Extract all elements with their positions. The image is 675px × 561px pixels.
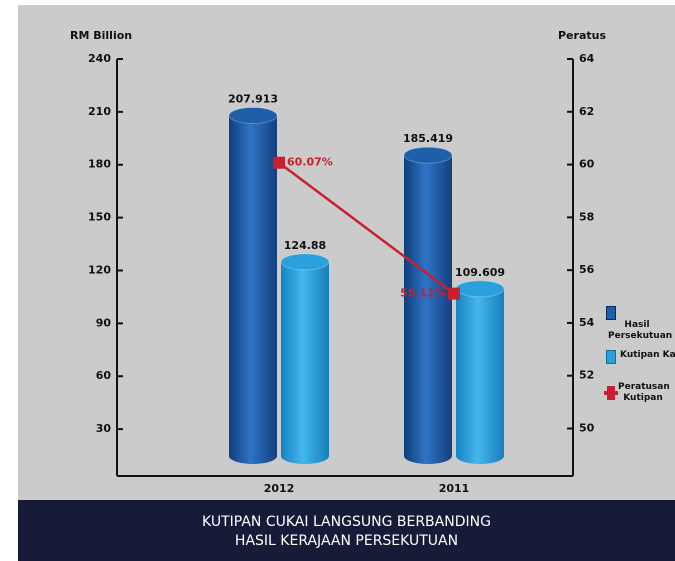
bar-top xyxy=(403,146,453,164)
legend-label: Hasil Persekutuan xyxy=(608,320,673,341)
x-tick-label: 2012 xyxy=(264,482,295,495)
y2-tick-label: 64 xyxy=(579,52,595,65)
bar xyxy=(456,288,504,456)
y2-tick-label: 56 xyxy=(579,263,595,276)
line-marker xyxy=(273,156,285,169)
legend-label: Kutipan Kasar xyxy=(620,350,675,360)
y2-tick-label: 52 xyxy=(579,369,594,382)
bar-top xyxy=(280,253,330,271)
y-tick-label: 240 xyxy=(88,52,111,65)
y-tick-label: 150 xyxy=(88,211,111,224)
bar-base xyxy=(456,448,504,464)
y2-tick-label: 60 xyxy=(579,158,595,171)
value-label: 55.11% xyxy=(400,287,446,300)
y2-tick-label: 50 xyxy=(579,421,595,434)
bar-base xyxy=(229,448,277,464)
y-tick-label: 180 xyxy=(88,158,111,171)
line xyxy=(278,161,455,295)
x-tick-label: 2011 xyxy=(439,482,470,495)
y2-tick-label: 62 xyxy=(579,105,594,118)
y-tick-label: 30 xyxy=(96,422,112,435)
legend-item: Kutipan Kasar xyxy=(606,350,675,364)
legend-item: Hasil Persekutuan xyxy=(606,306,675,342)
value-label: 60.07% xyxy=(287,156,333,169)
y-tick-label: 120 xyxy=(88,263,111,276)
y-tick-label: 90 xyxy=(96,316,112,329)
bar xyxy=(404,155,452,457)
bar xyxy=(281,261,329,456)
bar-base xyxy=(281,448,329,464)
caption-line: HASIL KERAJAAN PERSEKUTUAN xyxy=(234,533,459,549)
y-tick-label: 60 xyxy=(96,369,112,382)
caption-line: KUTIPAN CUKAI LANGSUNG BERBANDING xyxy=(202,514,491,530)
plot-background xyxy=(18,5,675,500)
value-label: 124.88 xyxy=(284,239,326,252)
y2-axis-title: Peratus xyxy=(558,29,606,42)
y-axis-title: RM Billion xyxy=(70,29,132,42)
y2-tick-label: 54 xyxy=(579,316,595,329)
legend-label: Peratusan Kutipan xyxy=(618,382,670,403)
legend-swatch xyxy=(606,350,616,364)
line-marker xyxy=(448,287,460,300)
chart: RM Billion Peratus 30 60 90 120 150 180 210 240… xyxy=(18,5,675,500)
caption: KUTIPAN CUKAI LANGSUNG BERBANDING HASIL K… xyxy=(18,500,675,561)
legend-swatch xyxy=(606,306,616,320)
y2-tick-label: 58 xyxy=(579,210,594,223)
value-label: 185.419 xyxy=(403,132,453,145)
bar-top xyxy=(228,107,278,125)
legend-swatch xyxy=(604,386,618,400)
bar-top xyxy=(455,280,505,298)
value-label: 207.913 xyxy=(228,93,278,106)
y-tick-label: 210 xyxy=(88,105,111,118)
legend-item: Peratusan Kutipan xyxy=(604,382,670,404)
bar-base xyxy=(404,448,452,464)
value-label: 109.609 xyxy=(455,266,505,279)
bar xyxy=(229,115,277,457)
